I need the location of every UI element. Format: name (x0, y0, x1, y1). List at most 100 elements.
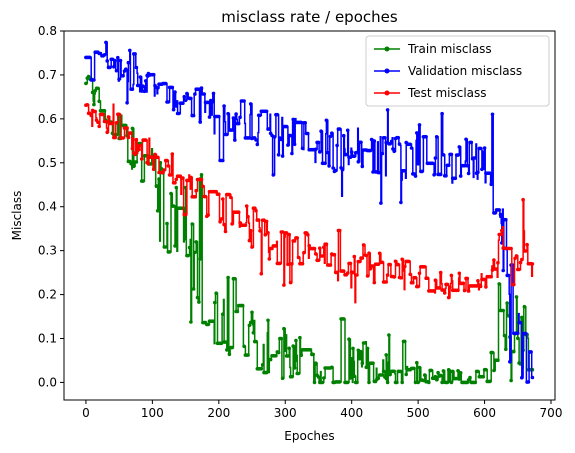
data-point (300, 146, 305, 151)
data-point (324, 242, 329, 246)
data-point (128, 48, 132, 53)
data-point (198, 257, 202, 261)
data-point (121, 74, 125, 78)
series-line-train-misclass (85, 75, 534, 384)
data-point (235, 309, 240, 314)
data-point (456, 153, 460, 157)
data-point (141, 84, 145, 88)
data-point (508, 360, 512, 364)
data-point (417, 271, 422, 276)
data-point (380, 151, 385, 156)
x-tick-label: 300 (274, 406, 297, 420)
data-point (368, 267, 373, 271)
data-point (417, 123, 422, 127)
data-point (254, 339, 258, 344)
data-point (441, 288, 446, 292)
data-point (199, 177, 204, 182)
data-point (236, 121, 241, 126)
data-point (186, 253, 190, 258)
data-point (490, 268, 495, 272)
data-point (150, 155, 155, 159)
data-point (441, 369, 446, 373)
data-point (258, 113, 262, 118)
data-point (238, 115, 242, 120)
data-point (248, 320, 253, 325)
data-point (116, 55, 120, 60)
data-point (266, 318, 270, 323)
data-point (335, 270, 339, 275)
data-point (424, 135, 428, 139)
data-point (322, 376, 326, 380)
data-point (219, 217, 224, 221)
data-point (225, 132, 229, 137)
data-point (496, 358, 500, 363)
data-point (124, 123, 128, 128)
data-point (524, 331, 528, 336)
data-point (299, 120, 304, 125)
data-point (464, 137, 468, 142)
data-point (284, 124, 289, 129)
data-point (360, 361, 365, 366)
x-tick-label: 500 (407, 406, 430, 420)
data-point (500, 228, 504, 233)
data-point (458, 371, 463, 375)
data-point (110, 57, 115, 62)
data-point (450, 369, 455, 374)
data-point (432, 173, 436, 177)
data-point (399, 200, 403, 205)
data-point (493, 211, 498, 215)
data-point (207, 115, 212, 119)
data-point (456, 369, 460, 373)
data-point (303, 121, 308, 125)
data-point (191, 113, 196, 118)
data-point (271, 173, 276, 177)
data-point (153, 152, 157, 157)
data-point (287, 232, 292, 237)
data-point (494, 267, 499, 271)
data-point (512, 349, 516, 354)
data-point (376, 262, 381, 267)
data-point (162, 168, 167, 172)
data-point (440, 111, 444, 116)
data-point (227, 352, 232, 357)
data-point (327, 164, 331, 168)
legend-marker-test-misclass (384, 90, 390, 96)
data-point (449, 273, 454, 278)
data-point (380, 260, 385, 265)
data-point (223, 229, 228, 234)
data-point (417, 365, 422, 370)
data-point (364, 365, 369, 370)
data-point (514, 254, 519, 258)
data-point (480, 167, 484, 172)
data-point (264, 370, 269, 375)
data-point (434, 377, 439, 382)
data-point (117, 112, 121, 117)
data-point (512, 282, 516, 287)
data-point (369, 137, 374, 142)
data-point (195, 295, 200, 300)
data-point (323, 161, 327, 166)
data-point (213, 300, 217, 305)
data-point (187, 178, 192, 183)
data-point (210, 100, 214, 104)
data-point (484, 367, 488, 372)
data-point (344, 152, 349, 157)
legend: Train misclass Validation misclass Test mi… (365, 35, 550, 107)
data-point (246, 214, 250, 219)
data-point (247, 323, 252, 328)
data-point (85, 103, 90, 107)
data-point (292, 366, 297, 370)
data-point (268, 357, 273, 362)
data-point (121, 136, 125, 140)
data-point (400, 257, 405, 262)
data-point (457, 271, 462, 276)
data-point (264, 219, 269, 224)
data-point (372, 280, 377, 285)
data-point (355, 380, 359, 385)
data-point (461, 281, 466, 286)
data-point (114, 121, 119, 125)
data-point (183, 98, 188, 103)
data-point (484, 285, 488, 289)
data-point (488, 379, 492, 384)
data-point (514, 295, 519, 299)
